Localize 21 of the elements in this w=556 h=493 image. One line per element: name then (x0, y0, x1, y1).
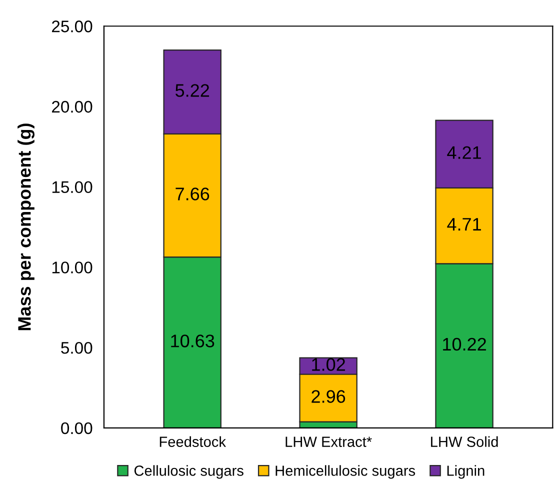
data-label: 10.63 (171, 334, 214, 348)
legend-label: Cellulosic sugars (134, 465, 244, 479)
data-label: 4.21 (447, 146, 481, 159)
y-tick-label: 0.00 (61, 422, 92, 434)
y-tick-label: 15.00 (52, 181, 92, 194)
data-label: 10.22 (443, 338, 486, 351)
legend-label: Hemicellulosic sugars (276, 465, 416, 479)
y-tick-label: 20.00 (52, 100, 92, 113)
data-label: 2.96 (312, 390, 346, 403)
data-label: 5.22 (176, 84, 210, 97)
x-tick-label: LHW Solid (431, 436, 498, 447)
y-tick-label: 25.00 (52, 20, 92, 32)
x-tick-label: LHW Extract* (286, 436, 372, 447)
data-label: 4.71 (447, 218, 481, 230)
y-tick-label: 10.00 (52, 262, 92, 274)
data-label: 7.66 (176, 188, 210, 200)
x-tick-label: Feedstock (160, 436, 226, 447)
data-label: 1.02 (312, 358, 345, 371)
y-tick-label: 5.00 (61, 342, 92, 354)
y-axis-title: Mass per component (g) (18, 124, 34, 330)
legend-label: Lignin (447, 465, 484, 479)
